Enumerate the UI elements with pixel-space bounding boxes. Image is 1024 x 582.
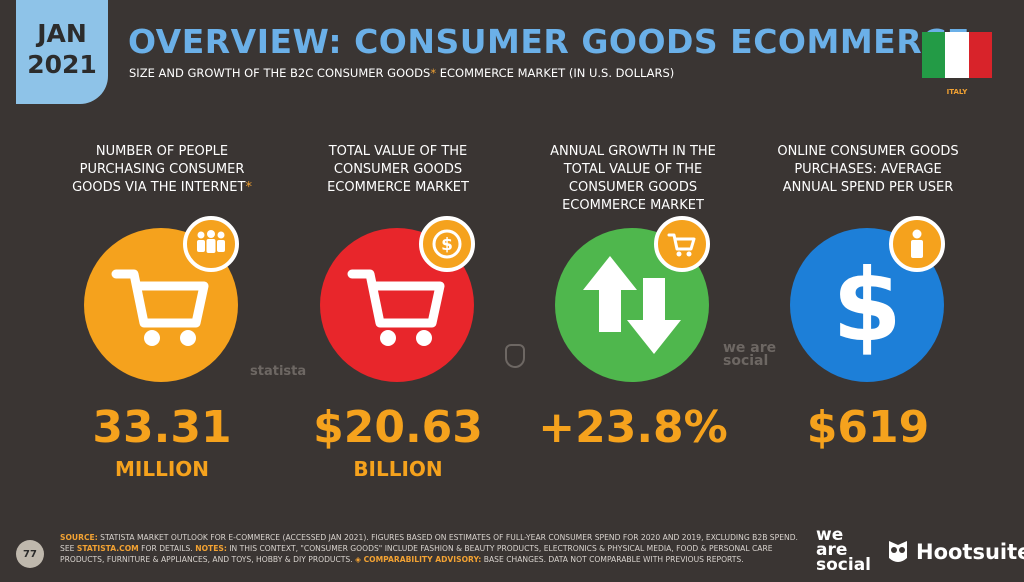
stat-unit: MILLION bbox=[114, 457, 209, 481]
shopping-cart-icon bbox=[111, 269, 209, 346]
advisory-key: ◈ COMPARABILITY ADVISORY: bbox=[355, 555, 482, 564]
date-year: 2021 bbox=[27, 50, 97, 79]
stat-label: ONLINE CONSUMER GOODS PURCHASES: AVERAGE… bbox=[777, 144, 959, 195]
svg-text:$: $ bbox=[832, 247, 902, 364]
hootsuite-logo-text: Hootsuite bbox=[916, 540, 1024, 564]
page-title: OVERVIEW: CONSUMER GOODS ECOMMERCE bbox=[128, 22, 970, 61]
statista-watermark: statista bbox=[250, 364, 307, 379]
footer-notes: SOURCE: STATISTA MARKET OUTLOOK FOR E-CO… bbox=[60, 532, 802, 565]
page-subtitle: SIZE AND GROWTH OF THE B2C CONSUMER GOOD… bbox=[129, 66, 674, 80]
up-down-arrows-icon bbox=[583, 256, 681, 354]
we-are-social-logo: we are social bbox=[816, 525, 874, 575]
hootsuite-logo: Hootsuite bbox=[886, 538, 1024, 566]
advisory-text: BASE CHANGES. DATA NOT COMPARABLE WITH P… bbox=[481, 555, 744, 564]
stat-label-text: NUMBER OF PEOPLE PURCHASING CONSUMER GOO… bbox=[72, 144, 246, 195]
source-link[interactable]: STATISTA.COM bbox=[76, 544, 139, 553]
we-are-social-watermark: we are social bbox=[723, 340, 777, 369]
page-number: 77 bbox=[16, 540, 44, 568]
stat-label: ANNUAL GROWTH IN THE TOTAL VALUE OF THE … bbox=[550, 144, 716, 213]
stat-unit: BILLION bbox=[353, 457, 443, 481]
we-are-social-logo-text: we are social bbox=[816, 525, 872, 575]
subtitle-asterisk: * bbox=[430, 66, 437, 80]
notes-text: IN THIS CONTEXT, "CONSUMER GOODS" INCLUD… bbox=[60, 544, 773, 564]
shopping-cart-icon bbox=[347, 269, 445, 346]
svg-text:$: $ bbox=[441, 235, 453, 255]
source-text: STATISTA MARKET OUTLOOK FOR E-COMMERCE (… bbox=[60, 533, 798, 553]
dollar-icon: $ bbox=[832, 247, 902, 364]
people-icon bbox=[183, 216, 239, 272]
stat-label: TOTAL VALUE OF THE CONSUMER GOODS ECOMME… bbox=[327, 144, 469, 195]
stat-value: $20.63 bbox=[313, 402, 483, 453]
shopping-cart-icon bbox=[654, 216, 710, 272]
stat-label: NUMBER OF PEOPLE PURCHASING CONSUMER GOO… bbox=[62, 143, 262, 197]
stat-label-asterisk: * bbox=[245, 180, 252, 195]
country-label: ITALY bbox=[946, 88, 968, 96]
stat-value: +23.8% bbox=[538, 402, 728, 453]
date-tab: JAN 2021 bbox=[16, 0, 108, 104]
source-key: SOURCE: bbox=[60, 533, 98, 542]
source-tail: FOR DETAILS. bbox=[138, 544, 193, 553]
subtitle-main: SIZE AND GROWTH OF THE B2C CONSUMER GOOD… bbox=[129, 66, 431, 80]
subtitle-rest: ECOMMERCE MARKET (IN U.S. DOLLARS) bbox=[436, 66, 675, 80]
notes-key: NOTES: bbox=[195, 544, 227, 553]
stat-value: 33.31 bbox=[92, 402, 232, 453]
person-icon bbox=[889, 216, 945, 272]
owl-icon bbox=[889, 541, 907, 562]
date-month: JAN bbox=[37, 19, 87, 48]
stat-value: $619 bbox=[806, 402, 930, 453]
italy-flag-icon bbox=[922, 32, 992, 78]
dollar-coin-icon: $ bbox=[419, 216, 475, 272]
owl-watermark-icon bbox=[505, 344, 525, 368]
